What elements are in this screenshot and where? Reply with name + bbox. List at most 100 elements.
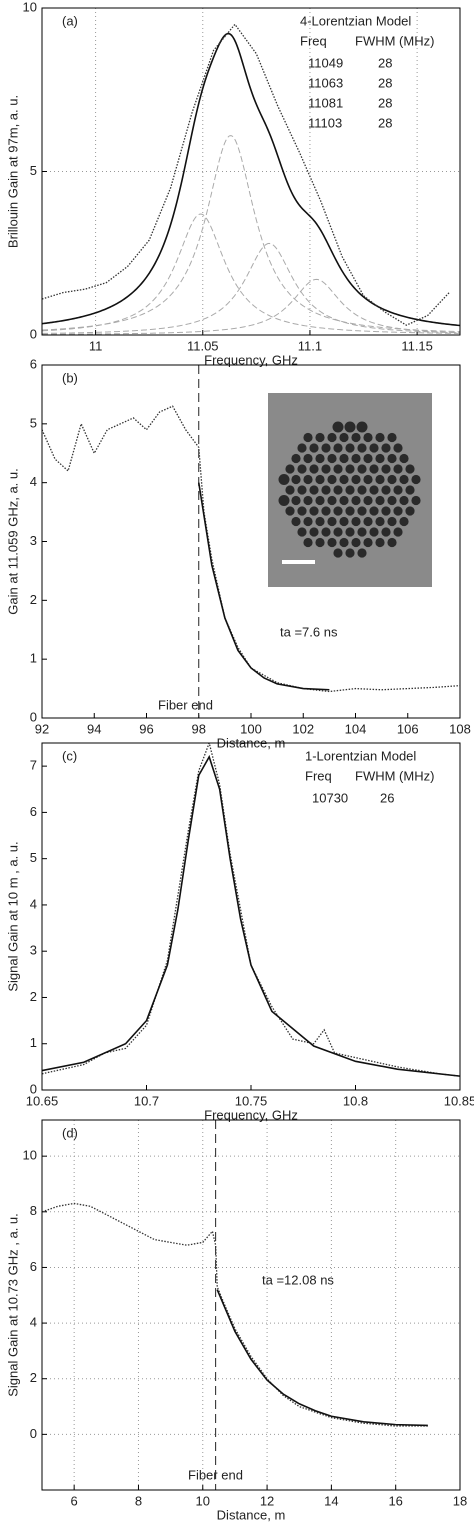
inset-hole: [339, 537, 349, 548]
model-cell: 28: [378, 55, 392, 70]
inset-hole: [309, 527, 319, 537]
inset-hole: [387, 432, 397, 443]
panel-label: (b): [62, 370, 78, 385]
inset-hole: [309, 443, 319, 453]
x-tick-label: 100: [240, 721, 262, 736]
inset-hole: [297, 464, 307, 474]
model-cell: 11103: [308, 115, 342, 130]
inset-hole: [345, 464, 355, 474]
y-tick-label: 0: [30, 1081, 37, 1096]
inset-hole: [405, 464, 415, 474]
inset-hole: [375, 516, 385, 527]
y-tick-label: 7: [30, 758, 37, 773]
y-tick-label: 6: [30, 804, 37, 819]
x-tick-label: 98: [192, 721, 206, 736]
model-cell: 10730: [312, 790, 348, 805]
inset-hole: [332, 421, 344, 433]
x-tick-label: 16: [388, 1493, 402, 1508]
inset-hole: [381, 527, 391, 537]
model-cell: 26: [380, 790, 394, 805]
inset-hole: [315, 495, 325, 506]
inset-hole: [351, 432, 361, 443]
inset-hole: [345, 485, 355, 495]
inset-hole: [315, 474, 325, 485]
plot-frame: [41, 364, 461, 719]
inset-hole: [303, 495, 313, 506]
component-curve: [42, 242, 460, 334]
inset-hole: [339, 495, 349, 506]
inset-hole: [363, 453, 373, 464]
annotation: ta =7.6 ns: [280, 624, 338, 639]
inset-hole: [357, 464, 367, 474]
inset-hole: [297, 527, 307, 537]
inset-hole: [351, 495, 361, 506]
inset-hole: [327, 474, 337, 485]
inset-hole: [333, 443, 343, 453]
y-tick-label: 10: [23, 0, 37, 14]
inset-hole: [303, 537, 313, 548]
y-axis-label: Signal Gain at 10 m , a. u.: [5, 841, 20, 991]
y-tick-label: 6: [30, 356, 37, 371]
inset-hole: [357, 506, 367, 516]
component-curve: [42, 213, 460, 334]
inset-hole: [285, 464, 295, 474]
measured-line: [42, 405, 460, 693]
measured-line: [42, 23, 450, 326]
inset-hole: [363, 516, 373, 527]
panel-label: (d): [62, 1125, 78, 1140]
inset-hole: [393, 485, 403, 495]
inset-hole: [327, 453, 337, 464]
fit-line: [216, 1289, 428, 1427]
y-tick-label: 2: [30, 592, 37, 607]
model-cell: 28: [378, 95, 392, 110]
inset-hole: [381, 443, 391, 453]
inset-hole: [357, 485, 367, 495]
inset-hole: [303, 453, 313, 464]
inset-hole: [333, 464, 343, 474]
inset-hole: [357, 443, 367, 453]
inset-hole: [363, 495, 373, 506]
inset-hole: [393, 527, 403, 537]
x-tick-label: 102: [292, 721, 314, 736]
model-title: 4-Lorentzian Model: [300, 13, 411, 28]
inset-hole: [387, 516, 397, 527]
inset-hole: [345, 506, 355, 516]
inset-hole: [285, 485, 295, 495]
model-cell: 11081: [308, 95, 343, 110]
inset-hole: [291, 453, 301, 464]
inset-hole: [333, 548, 343, 558]
inset-hole: [345, 443, 355, 453]
y-tick-label: 5: [30, 850, 37, 865]
inset-hole: [387, 537, 397, 548]
y-tick-label: 3: [30, 533, 37, 548]
inset-hole: [375, 432, 385, 443]
inset-hole: [351, 516, 361, 527]
inset-hole: [339, 432, 349, 443]
inset-hole: [375, 495, 385, 506]
inset-hole: [369, 443, 379, 453]
x-tick-label: 11: [89, 338, 103, 353]
inset-hole: [339, 474, 349, 485]
x-tick-label: 10.85: [444, 1093, 474, 1108]
model-header: Freq: [305, 768, 332, 783]
inset-hole: [369, 485, 379, 495]
x-tick-label: 10: [196, 1493, 210, 1508]
inset-hole: [339, 453, 349, 464]
inset-hole: [381, 464, 391, 474]
fit-line: [197, 482, 330, 691]
y-tick-label: 5: [30, 415, 37, 430]
y-tick-label: 4: [30, 474, 37, 489]
inset-hole: [393, 464, 403, 474]
fit-curve: [42, 32, 460, 327]
x-tick-label: 104: [345, 721, 367, 736]
fiber-end-label: Fiber end: [158, 697, 213, 712]
inset-hole: [285, 506, 295, 516]
inset-hole: [327, 537, 337, 548]
x-tick-label: 6: [71, 1493, 78, 1508]
inset-hole: [387, 495, 397, 506]
x-tick-label: 11.15: [401, 338, 433, 353]
x-tick-label: 106: [397, 721, 419, 736]
inset-hole: [405, 506, 415, 516]
measured-line: [42, 1202, 428, 1427]
inset-hole: [327, 516, 337, 527]
